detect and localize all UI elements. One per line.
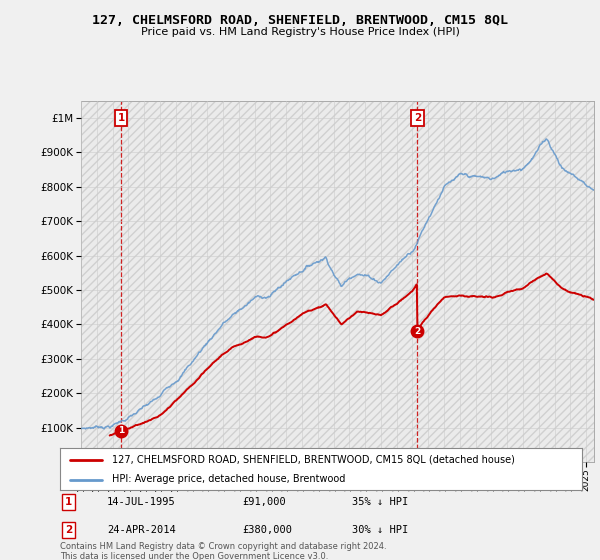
Text: HPI: Average price, detached house, Brentwood: HPI: Average price, detached house, Bren…: [112, 474, 346, 484]
Text: 2: 2: [414, 113, 421, 123]
Text: 1: 1: [118, 113, 125, 123]
Text: Contains HM Land Registry data © Crown copyright and database right 2024.
This d: Contains HM Land Registry data © Crown c…: [60, 542, 386, 560]
Text: Price paid vs. HM Land Registry's House Price Index (HPI): Price paid vs. HM Land Registry's House …: [140, 27, 460, 37]
Text: 1: 1: [118, 426, 124, 435]
Text: 127, CHELMSFORD ROAD, SHENFIELD, BRENTWOOD, CM15 8QL: 127, CHELMSFORD ROAD, SHENFIELD, BRENTWO…: [92, 14, 508, 27]
Text: 1: 1: [65, 497, 73, 507]
Text: £91,000: £91,000: [242, 497, 286, 507]
Text: 127, CHELMSFORD ROAD, SHENFIELD, BRENTWOOD, CM15 8QL (detached house): 127, CHELMSFORD ROAD, SHENFIELD, BRENTWO…: [112, 455, 515, 465]
Text: £380,000: £380,000: [242, 525, 293, 535]
Text: 35% ↓ HPI: 35% ↓ HPI: [352, 497, 409, 507]
Text: 2: 2: [65, 525, 73, 535]
Text: 24-APR-2014: 24-APR-2014: [107, 525, 176, 535]
Text: 2: 2: [414, 327, 421, 336]
Text: 30% ↓ HPI: 30% ↓ HPI: [352, 525, 409, 535]
Text: 14-JUL-1995: 14-JUL-1995: [107, 497, 176, 507]
